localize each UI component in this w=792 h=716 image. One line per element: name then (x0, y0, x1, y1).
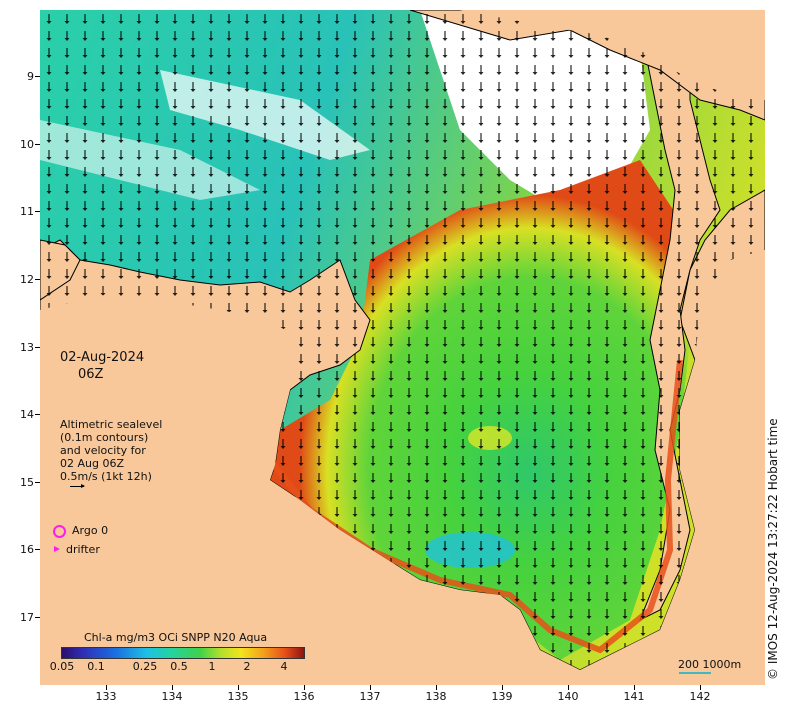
colorbar-tick: 0.05 (49, 660, 75, 673)
y-tick (35, 279, 40, 280)
y-axis-label: 16 (20, 543, 34, 556)
y-tick (35, 414, 40, 415)
credit-text: © IMOS 12-Aug-2024 13:27:22 Hobart time (766, 418, 780, 680)
argo-label: Argo 0 (72, 524, 109, 537)
x-axis-label: 133 (95, 690, 117, 703)
y-tick (35, 211, 40, 212)
x-tick (106, 685, 107, 690)
colorbar (61, 647, 305, 659)
colorbar-tick: 0.25 (132, 660, 158, 673)
altimetry-line: and velocity for (60, 444, 146, 457)
x-tick (304, 685, 305, 690)
chlorophyll-map (40, 10, 765, 685)
colorbar-tick: 0.1 (87, 660, 105, 673)
y-axis-label: 11 (20, 205, 34, 218)
x-axis-label: 136 (293, 690, 315, 703)
x-tick (436, 685, 437, 690)
x-tick (370, 685, 371, 690)
time-line: 06Z (78, 367, 104, 382)
date-label: 02-Aug-2024 06Z (60, 349, 144, 383)
argo-float-icon (53, 525, 66, 538)
altimetry-note: Altimetric sealevel (0.1m contours) and … (60, 418, 162, 483)
x-axis-label: 141 (623, 690, 645, 703)
colorbar-tick: 2 (243, 660, 251, 673)
y-tick (35, 549, 40, 550)
y-tick (35, 76, 40, 77)
land-mask-north (460, 10, 765, 100)
colorbar-tick: 0.5 (170, 660, 188, 673)
y-axis-label: 14 (20, 408, 34, 421)
date-line: 02-Aug-2024 (60, 350, 145, 365)
altimetry-line: 0.5m/s (1kt 12h) (60, 470, 152, 483)
y-axis-label: 13 (20, 341, 34, 354)
x-axis-label: 137 (359, 690, 381, 703)
altimetry-line: Altimetric sealevel (60, 418, 163, 431)
y-tick (35, 347, 40, 348)
y-tick (35, 482, 40, 483)
x-tick (634, 685, 635, 690)
x-axis-label: 135 (227, 690, 249, 703)
y-axis-label: 9 (27, 70, 34, 83)
land-mask (40, 250, 765, 685)
colorbar-title: Chl-a mg/m3 OCi SNPP N20 Aqua (84, 631, 268, 644)
y-tick (35, 144, 40, 145)
colorbar-tick: 1 (208, 660, 216, 673)
velocity-scale-arrow-icon (70, 484, 85, 488)
x-axis-label: 140 (557, 690, 579, 703)
x-tick (172, 685, 173, 690)
y-axis-label: 10 (20, 138, 34, 151)
altimetry-line: (0.1m contours) (60, 431, 149, 444)
x-axis-label: 142 (689, 690, 711, 703)
y-axis-label: 15 (20, 476, 34, 489)
x-axis-label: 138 (425, 690, 447, 703)
x-tick (568, 685, 569, 690)
colorbar-tick: 4 (280, 660, 288, 673)
y-axis-label: 12 (20, 273, 34, 286)
x-tick (502, 685, 503, 690)
x-axis-label: 139 (491, 690, 513, 703)
y-axis-label: 17 (20, 611, 34, 624)
depth-scale-line (679, 672, 711, 674)
x-axis-label: 134 (161, 690, 183, 703)
drifter-icon (54, 546, 60, 552)
x-tick (700, 685, 701, 690)
map-canvas (40, 10, 765, 685)
x-tick (238, 685, 239, 690)
depth-scale-label: 200 1000m (678, 658, 742, 671)
drifter-label: drifter (66, 543, 100, 556)
altimetry-line: 02 Aug 06Z (60, 457, 125, 470)
y-tick (35, 617, 40, 618)
